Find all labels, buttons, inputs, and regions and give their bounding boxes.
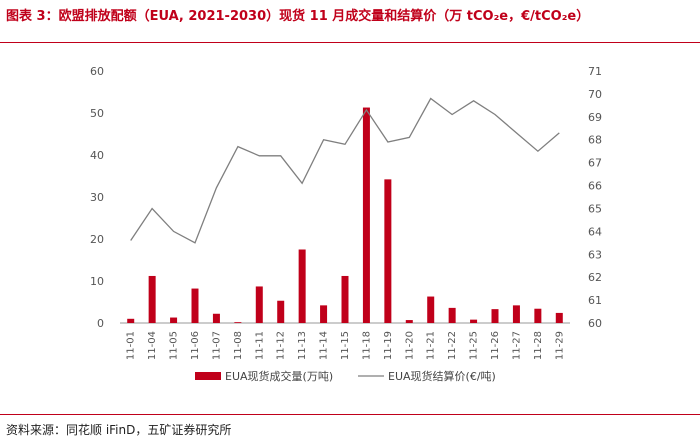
legend-line-label: EUA现货结算价(€/吨)	[388, 369, 496, 383]
x-tick-label: 11-21	[426, 331, 437, 360]
volume-bar	[448, 307, 456, 323]
right-tick-label: 68	[588, 134, 602, 147]
volume-bar	[405, 320, 413, 323]
x-tick-label: 11-22	[447, 331, 458, 360]
volume-bar	[212, 313, 220, 323]
x-tick-label: 11-25	[469, 331, 480, 360]
volume-bar	[534, 308, 542, 323]
x-tick-label: 11-19	[383, 331, 394, 360]
x-tick-label: 11-07	[211, 331, 222, 360]
x-tick-label: 11-06	[190, 331, 201, 360]
x-axis: 11-01 11-04 11-05 11-06 11-07 11-08 11-11 11-12…	[126, 331, 566, 360]
x-tick-label: 11-04	[147, 331, 158, 360]
left-tick-label: 0	[97, 317, 104, 330]
x-tick-label: 11-28	[533, 331, 544, 360]
x-tick-label: 11-15	[340, 331, 351, 360]
x-tick-label: 11-08	[233, 331, 244, 360]
x-tick-label: 11-12	[276, 331, 287, 360]
left-tick-label: 30	[90, 191, 104, 204]
volume-bar	[341, 275, 349, 323]
volume-bars	[127, 107, 563, 323]
volume-bar	[148, 275, 156, 323]
volume-bar	[362, 107, 370, 323]
volume-bar	[384, 179, 392, 323]
volume-bar	[277, 300, 285, 323]
legend-bar-swatch	[195, 372, 221, 380]
x-tick-label: 11-18	[361, 331, 372, 360]
volume-bar	[320, 305, 328, 323]
x-tick-label: 11-01	[126, 331, 137, 360]
right-axis: 60 61 62 63 64 65 66 67 68 69 70 71	[588, 65, 602, 330]
x-tick-label: 11-27	[511, 331, 522, 360]
volume-bar	[427, 296, 435, 323]
right-tick-label: 62	[588, 271, 602, 284]
title-divider	[0, 42, 700, 43]
chart: 0 10 20 30 40 50 60 60 61 62 63 64 65 66 67 68 69 70 71 1…	[90, 65, 602, 383]
volume-bar	[512, 305, 520, 323]
footer-divider	[0, 414, 700, 415]
x-tick-label: 11-29	[554, 331, 565, 360]
x-tick-label: 11-14	[319, 331, 330, 360]
left-axis: 0 10 20 30 40 50 60	[90, 65, 104, 330]
right-tick-label: 70	[588, 88, 602, 101]
volume-bar	[470, 319, 478, 323]
x-tick-label: 11-11	[254, 331, 265, 360]
volume-bar	[555, 312, 563, 323]
right-tick-label: 71	[588, 65, 602, 78]
volume-bar	[298, 249, 306, 323]
left-tick-label: 10	[90, 275, 104, 288]
volume-bar	[234, 322, 242, 323]
volume-bar	[170, 317, 178, 323]
right-tick-label: 66	[588, 180, 602, 193]
legend: EUA现货成交量(万吨) EUA现货结算价(€/吨)	[195, 369, 496, 383]
price-line	[130, 97, 560, 244]
left-tick-label: 50	[90, 107, 104, 120]
right-tick-label: 69	[588, 111, 602, 124]
right-tick-label: 67	[588, 157, 602, 170]
volume-bar	[491, 309, 499, 323]
right-tick-label: 65	[588, 202, 602, 215]
left-tick-label: 60	[90, 65, 104, 78]
right-tick-label: 60	[588, 317, 602, 330]
left-tick-label: 20	[90, 233, 104, 246]
volume-bar	[255, 286, 263, 323]
x-tick-label: 11-26	[490, 331, 501, 360]
x-tick-label: 11-20	[404, 331, 415, 360]
volume-bar	[127, 318, 135, 323]
source-note: 资料来源：同花顺 iFinD，五矿证券研究所	[6, 423, 232, 437]
legend-bar-label: EUA现货成交量(万吨)	[225, 369, 333, 383]
left-tick-label: 40	[90, 149, 104, 162]
x-tick-label: 11-13	[297, 331, 308, 360]
right-tick-label: 64	[588, 225, 602, 238]
volume-bar	[191, 288, 199, 323]
x-tick-label: 11-05	[169, 331, 180, 360]
figure-title: 图表 3：欧盟排放配额（EUA, 2021-2030）现货 11 月成交量和结算…	[6, 9, 590, 24]
right-tick-label: 61	[588, 294, 602, 307]
right-tick-label: 63	[588, 248, 602, 261]
